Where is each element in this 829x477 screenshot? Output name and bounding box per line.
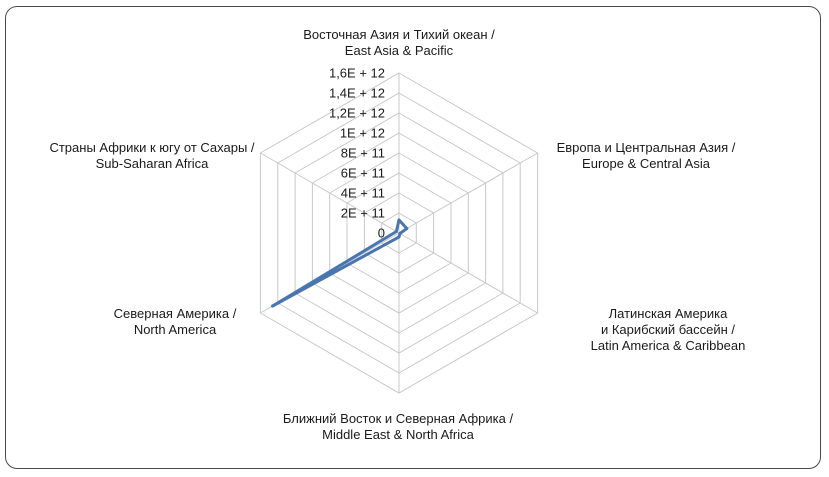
category-label-line: Северная Америка /: [114, 306, 237, 321]
radial-tick-labels: 0 2E + 11 4E + 11 6E + 11 8E + 11 1E + 12 1,2E…: [329, 66, 385, 241]
category-label-line: Ближний Восток и Северная Африка /: [283, 411, 514, 426]
category-label-line: Sub-Saharan Africa: [96, 156, 210, 171]
category-label: Латинская Америка и Карибский бассейн / La…: [591, 306, 746, 353]
tick-label: 4E + 11: [341, 186, 385, 201]
category-label-line: Latin America & Caribbean: [591, 338, 746, 353]
data-point: [394, 230, 398, 233]
category-label-line: North America: [134, 322, 217, 337]
tick-label: 8E + 11: [341, 146, 385, 161]
spoke-1: [398, 152, 538, 234]
category-label-line: East Asia & Pacific: [345, 43, 454, 58]
tick-label: 1,6E + 12: [329, 66, 385, 81]
data-point: [397, 235, 401, 239]
category-label: Ближний Восток и Северная Африка / Middle…: [283, 411, 514, 442]
spoke-5: [260, 152, 400, 234]
category-labels: Восточная Азия и Тихий океан / East Asia …: [49, 27, 745, 442]
category-label-line: Страны Африки к югу от Сахары /: [49, 140, 254, 155]
category-label: Восточная Азия и Тихий океан / East Asia …: [303, 27, 495, 58]
radar-grid: [259, 72, 539, 394]
series-group: [271, 218, 409, 308]
tick-label: 1,4E + 12: [329, 86, 385, 101]
series-line-0: [271, 218, 409, 308]
category-label-line: Восточная Азия и Тихий океан /: [303, 27, 495, 42]
tick-label: 0: [378, 226, 385, 241]
category-label-line: Europe & Central Asia: [582, 156, 711, 171]
tick-label: 6E + 11: [341, 166, 385, 181]
spoke-2: [398, 232, 538, 314]
tick-label: 1E + 12: [340, 126, 385, 141]
tick-label: 2E + 11: [341, 206, 385, 221]
data-point: [398, 232, 402, 235]
data-point: [271, 304, 275, 308]
tick-label: 1,2E + 12: [329, 106, 385, 121]
category-label-line: Латинская Америка: [609, 306, 729, 321]
category-label: Европа и Центральная Азия / Europe & Cent…: [557, 140, 736, 171]
category-label: Северная Америка / North America: [114, 306, 237, 337]
category-label-line: и Карибский бассейн /: [601, 322, 735, 337]
category-label-line: Европа и Центральная Азия /: [557, 140, 736, 155]
chart-frame: [5, 6, 821, 469]
data-point: [397, 218, 401, 222]
category-label-line: Middle East & North Africa: [322, 427, 474, 442]
category-label: Страны Африки к югу от Сахары / Sub-Sahar…: [49, 140, 254, 171]
data-point: [405, 227, 409, 230]
